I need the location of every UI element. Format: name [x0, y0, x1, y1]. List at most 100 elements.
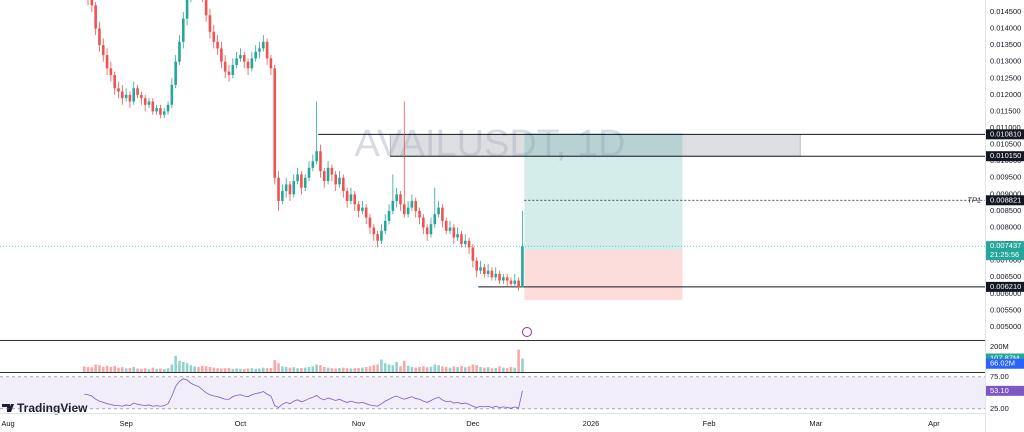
rsi-current-box [986, 385, 1024, 396]
candle-body [101, 45, 105, 56]
x-tick-label: 2026 [583, 419, 600, 428]
candle-body [433, 214, 437, 225]
volume-bar [98, 365, 101, 372]
volume-bar [441, 366, 444, 372]
event-icon[interactable] [522, 327, 532, 337]
volume-bar [471, 364, 475, 372]
volume-bar [288, 367, 292, 372]
y-tick-label: 0.009000 [990, 189, 1021, 198]
candle-body [155, 108, 158, 112]
candle-body [204, 0, 208, 16]
y-tick-label: 0.006500 [990, 272, 1021, 281]
volume-bar [220, 368, 223, 372]
x-tick-label: Nov [352, 419, 366, 428]
candle-body [502, 277, 505, 281]
candle-body [425, 227, 429, 235]
candle-body [265, 41, 269, 59]
candle-body [147, 101, 151, 105]
candle-body [162, 111, 166, 115]
volume-bar [383, 363, 387, 372]
volume-bar [284, 367, 288, 372]
volume-bar [204, 366, 208, 372]
volume-bar [444, 367, 448, 372]
rsi-tick-label: 25.00 [990, 404, 1009, 413]
volume-bar [376, 364, 379, 372]
candle-body [483, 267, 486, 274]
level-label: 0.010150 [990, 151, 1021, 160]
candle-body [444, 220, 448, 231]
y-tick-label: 0.009500 [990, 173, 1021, 182]
level-label-box [986, 151, 1024, 162]
volume-bar [124, 368, 128, 372]
candle-body [383, 220, 387, 231]
candle-body [475, 260, 478, 271]
candle-body [319, 151, 322, 172]
volume-bar [513, 367, 517, 372]
volume-bar [86, 367, 90, 372]
candle-body [330, 167, 334, 175]
candle-body [140, 94, 143, 99]
volume-bar [201, 365, 204, 372]
level-name: TP1 [967, 195, 981, 204]
volume-bar [372, 365, 376, 372]
candle-body [242, 55, 246, 62]
candle-body [349, 194, 353, 201]
candle-body [170, 84, 174, 105]
y-tick-label: 0.008500 [990, 206, 1021, 215]
candle-body [212, 31, 216, 42]
candle-body [376, 234, 379, 241]
candle-body [406, 207, 410, 215]
candle-body [303, 177, 307, 188]
x-tick-label: Dec [466, 419, 480, 428]
candle-body [357, 204, 360, 211]
candle-body [486, 270, 490, 274]
volume-bar [463, 367, 467, 372]
volume-bar [300, 368, 303, 372]
rsi-tick-label: 75.00 [990, 372, 1009, 381]
candle-body [296, 174, 299, 182]
volume-bar [254, 368, 257, 372]
candle-body [387, 210, 391, 221]
candle-body [326, 167, 330, 182]
candle-body [402, 204, 406, 215]
rsi-current-label: 53.10 [990, 386, 1009, 395]
volume-bar [269, 368, 273, 372]
volume-bar [479, 367, 482, 372]
y-tick-label: 0.012500 [990, 73, 1021, 82]
volume-bar [322, 367, 326, 372]
volume-bar [231, 368, 235, 372]
candle-body [368, 217, 372, 228]
candle-body [166, 104, 170, 112]
y-tick-label: 0.011000 [990, 123, 1021, 132]
volume-bar [517, 349, 520, 372]
candle-body [490, 270, 494, 278]
x-tick-label: Sep [119, 419, 132, 428]
candle-body [441, 207, 444, 221]
logo-text: TradingView [17, 401, 88, 415]
volume-bar [467, 366, 471, 372]
volume-bar [364, 367, 368, 372]
candle-body [334, 174, 338, 185]
candle-body [223, 61, 227, 72]
volume-ma-label: 66.02M [990, 359, 1015, 368]
candle-body [456, 234, 459, 238]
y-tick-label: 0.014500 [990, 7, 1021, 16]
y-tick-label: 0.008000 [990, 222, 1021, 231]
candle-body [288, 184, 292, 195]
candle-body [399, 194, 402, 205]
volume-bar [330, 368, 334, 372]
volume-bar [281, 366, 284, 372]
candle-body [185, 0, 189, 19]
volume-bar [216, 368, 219, 372]
volume-bar [227, 368, 231, 372]
candle-body [372, 227, 376, 235]
volume-bar [402, 360, 406, 372]
candle-body [509, 280, 513, 284]
volume-bar [132, 367, 136, 372]
volume-bar [155, 368, 158, 372]
rsi-line [84, 378, 523, 409]
candle-body [128, 94, 132, 102]
volume-bar [277, 363, 280, 372]
x-tick-label: Oct [235, 419, 248, 428]
volume-bar [109, 367, 113, 372]
